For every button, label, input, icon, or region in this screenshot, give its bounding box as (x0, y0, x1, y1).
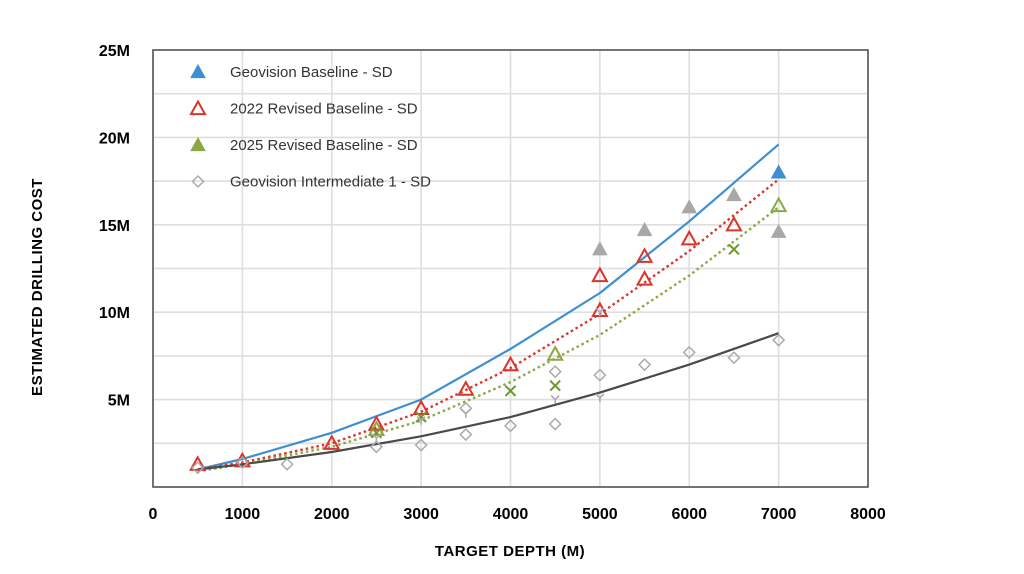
x-tick-label: 6000 (671, 506, 707, 523)
data-point (593, 368, 607, 382)
data-point (457, 380, 475, 396)
legend-marker (189, 99, 207, 116)
x-tick-label: 1000 (225, 506, 261, 523)
x-tick-label: 7000 (761, 506, 797, 523)
data-point (369, 440, 383, 454)
x-axis-title: TARGET DEPTH (M) (435, 543, 585, 560)
data-point (550, 395, 560, 404)
data-point (371, 433, 382, 443)
legend: Geovision Baseline - SD 2022 Revised Base… (189, 63, 431, 191)
data-point (501, 355, 520, 372)
data-point (638, 358, 652, 372)
y-tick-label: 5M (108, 393, 130, 410)
data-point (546, 345, 564, 361)
data-point (414, 438, 428, 452)
data-point (191, 461, 205, 475)
y-axis-title: ESTIMATED DRILLING COST (29, 178, 46, 396)
y-tick-label: 15M (99, 218, 130, 235)
plot-area-frame (152, 49, 869, 488)
data-point (728, 243, 740, 255)
data-point (415, 411, 427, 423)
x-tick-label: 0 (149, 506, 158, 523)
x-tick-label: 5000 (582, 506, 618, 523)
data-point (548, 417, 562, 431)
y-tick-label: 10M (99, 305, 130, 322)
data-point (772, 333, 786, 347)
x-tick-label: 3000 (403, 506, 439, 523)
data-point (727, 351, 741, 365)
data-point (681, 199, 698, 214)
data-point (235, 455, 249, 470)
data-point (770, 164, 787, 179)
data-point (459, 401, 473, 415)
data-point (595, 307, 605, 317)
data-point (280, 457, 294, 471)
data-point (504, 385, 517, 397)
y-tick-label: 25M (99, 43, 130, 60)
x-axis-ticks: 0 1000 2000 3000 4000 5000 6000 7000 8000 (149, 506, 886, 523)
trendlines (197, 143, 780, 473)
data-point (726, 187, 742, 202)
data-point (636, 222, 653, 237)
data-point (412, 399, 430, 415)
legend-label: 2022 Revised Baseline - SD (230, 101, 418, 118)
y-tick-label: 20M (99, 130, 130, 147)
y-axis-ticks: 5M 10M 15M 20M 25M (99, 43, 130, 410)
data-point (416, 416, 426, 425)
data-point (549, 379, 561, 392)
data-markers (188, 164, 788, 475)
legend-label: Geovision Baseline - SD (230, 64, 393, 81)
trendline (197, 332, 779, 471)
data-point (548, 365, 562, 379)
data-point (592, 241, 608, 256)
data-point (635, 269, 654, 286)
data-point (188, 455, 207, 471)
x-tick-label: 2000 (314, 506, 350, 523)
x-tick-label: 4000 (493, 506, 529, 523)
data-point (370, 427, 383, 439)
data-point (503, 419, 518, 433)
data-point (682, 345, 696, 359)
legend-marker (190, 136, 206, 152)
data-point (680, 229, 698, 246)
data-point (367, 415, 386, 431)
data-point (461, 409, 471, 418)
x-tick-label: 8000 (850, 506, 886, 523)
legend-marker (191, 174, 205, 189)
data-point (591, 266, 609, 283)
data-point (323, 434, 341, 450)
data-point (635, 247, 654, 263)
data-point (595, 393, 605, 402)
trendline (197, 206, 780, 473)
legend-label: 2025 Revised Baseline - SD (230, 137, 418, 154)
data-point (725, 215, 743, 232)
trendline (197, 143, 780, 471)
data-point (770, 223, 787, 238)
legend-marker (190, 63, 206, 79)
data-point (459, 427, 473, 442)
trendline (197, 178, 780, 471)
legend-label: Geovision Intermediate 1 - SD (230, 174, 431, 191)
data-point (769, 196, 788, 213)
